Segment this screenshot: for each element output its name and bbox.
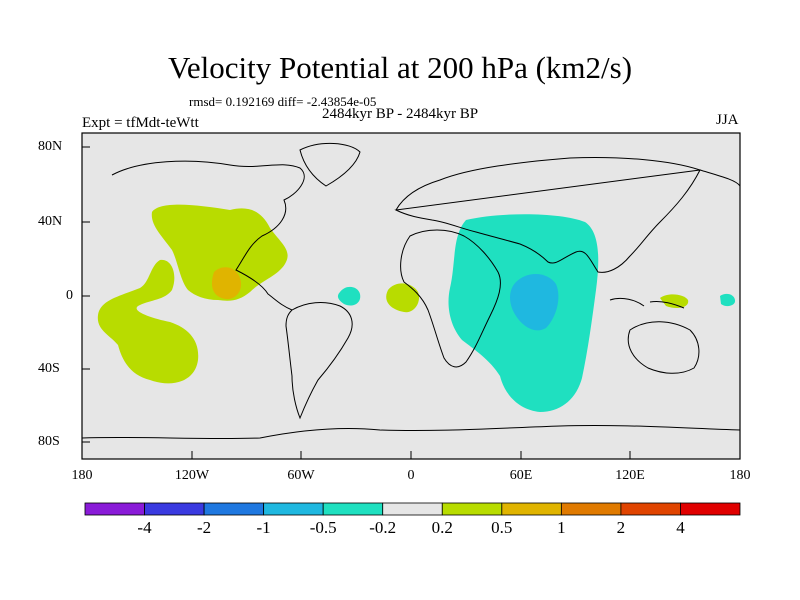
positive-anomaly-atlantic: [386, 283, 420, 313]
colorbar-swatch: [203, 502, 265, 516]
colorbar-swatch: [501, 502, 562, 516]
coastline-australia: [627, 321, 700, 374]
colorbar-label: -1: [256, 518, 271, 537]
lon-label-180w: 180: [71, 468, 93, 483]
positive-anomaly-pacific: [151, 204, 288, 301]
colorbar-label: -0.5: [309, 518, 337, 537]
experiment-label: Expt = tfMdt-teWtt: [82, 115, 199, 131]
colorbar-swatch: [263, 502, 324, 516]
lon-label-120w: 120W: [174, 468, 210, 483]
tick-marks: [82, 146, 631, 459]
colorbar-swatch: [322, 502, 384, 516]
lat-label-40s: 40S: [38, 361, 60, 376]
period-label: 2484kyr BP - 2484kyr BP: [322, 106, 479, 122]
colorbar: [84, 502, 741, 516]
colorbar-label: 1: [557, 518, 566, 537]
colorbar-swatch: [84, 502, 145, 516]
colorbar-label: -0.2: [369, 518, 397, 537]
coastline-africa: [400, 229, 501, 368]
coastline-antarctica: [81, 424, 741, 440]
colorbar-swatch: [560, 502, 622, 516]
colorbar-swatch: [382, 502, 443, 516]
colorbar-label: -4: [137, 518, 152, 537]
lat-label-0: 0: [66, 288, 73, 303]
coastline-indonesia: [609, 297, 685, 309]
colorbar-swatch: [620, 502, 681, 516]
colorbar-label: 4: [676, 518, 685, 537]
coastline-greenland: [299, 142, 361, 187]
season-label: JJA: [716, 112, 739, 128]
coastline-south-america: [285, 302, 353, 420]
lon-label-180e: 180: [729, 468, 751, 483]
lon-label-60w: 60W: [287, 468, 315, 483]
colorbar-label: 0.5: [491, 518, 513, 537]
lat-label-80s: 80S: [38, 434, 60, 449]
lon-label-60e: 60E: [509, 468, 533, 483]
lon-label-120e: 120E: [615, 468, 645, 483]
stats-label: rmsd= 0.192169 diff= -2.43854e-05: [189, 94, 377, 109]
negative-anomaly-core: [510, 273, 559, 331]
lat-label-80n: 80N: [38, 139, 63, 154]
chart-title: Velocity Potential at 200 hPa (km2/s): [167, 50, 633, 85]
coastline-eurasia: [394, 157, 741, 273]
negative-anomaly-dateline: [720, 293, 736, 307]
coastlines: [81, 142, 741, 440]
negative-anomaly-brazil: [337, 286, 361, 306]
lat-label-40n: 40N: [38, 214, 63, 229]
positive-anomaly-south-pacific: [97, 259, 199, 384]
colorbar-label: 2: [616, 518, 626, 537]
colorbar-label: 0.2: [431, 518, 453, 537]
coastline-north-america: [111, 160, 305, 311]
colorbar-swatch: [680, 502, 741, 516]
positive-anomaly-west-pacific: [660, 294, 689, 308]
colorbar-swatch: [144, 502, 205, 516]
colorbar-swatch: [441, 502, 503, 516]
lon-label-0: 0: [407, 468, 415, 483]
positive-anomaly-core: [211, 267, 242, 300]
colorbar-label: -2: [197, 518, 212, 537]
